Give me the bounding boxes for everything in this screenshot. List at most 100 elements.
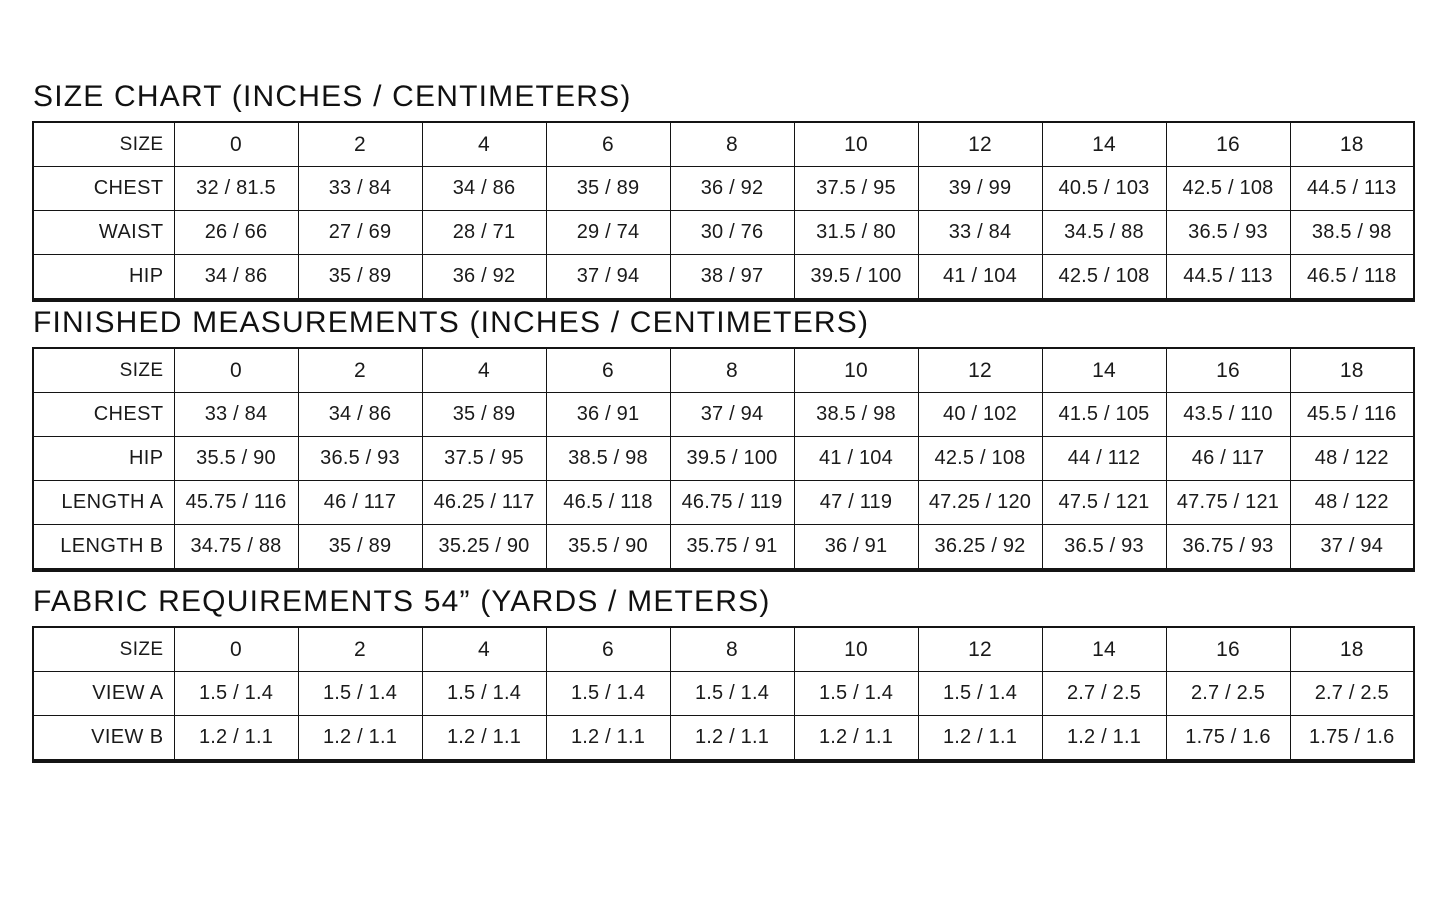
- table-row: LENGTH B 34.75 / 88 35 / 89 35.25 / 90 35.5 …: [32, 524, 1415, 571]
- cell-hip-size-18: 48 / 122: [1289, 436, 1415, 481]
- cell-waist-size-18: 38.5 / 98: [1289, 210, 1415, 255]
- cell-chest-size-6: 36 / 91: [545, 392, 671, 437]
- cell-length-a-size-18: 48 / 122: [1289, 480, 1415, 525]
- cell-hip-size-14: 44 / 112: [1041, 436, 1167, 481]
- section-title-size-chart: SIZE CHART (INCHES / CENTIMETERS): [33, 80, 632, 113]
- cell-chest-size-16: 42.5 / 108: [1165, 166, 1291, 211]
- cell-hip-size-18: 46.5 / 118: [1289, 254, 1415, 301]
- cell-waist-size-14: 34.5 / 88: [1041, 210, 1167, 255]
- column-header-size-8: 8: [669, 626, 795, 672]
- cell-hip-size-2: 35 / 89: [297, 254, 423, 301]
- cell-waist-size-8: 30 / 76: [669, 210, 795, 255]
- column-header-size-2: 2: [297, 347, 423, 393]
- column-header-size-6: 6: [545, 121, 671, 167]
- row-label-length-b: LENGTH B: [32, 524, 175, 571]
- cell-view-b-size-0: 1.2 / 1.1: [173, 715, 299, 762]
- cell-hip-size-10: 41 / 104: [793, 436, 919, 481]
- cell-chest-size-4: 34 / 86: [421, 166, 547, 211]
- column-header-size-8: 8: [669, 121, 795, 167]
- cell-chest-size-10: 38.5 / 98: [793, 392, 919, 437]
- column-header-size-2: 2: [297, 626, 423, 672]
- column-header-size-16: 16: [1165, 347, 1291, 393]
- cell-length-a-size-14: 47.5 / 121: [1041, 480, 1167, 525]
- table-header-row: SIZE 0 2 4 6 8 10 12 14 16 18: [32, 347, 1415, 393]
- cell-hip-size-4: 36 / 92: [421, 254, 547, 301]
- cell-waist-size-2: 27 / 69: [297, 210, 423, 255]
- row-label-chest: CHEST: [32, 166, 175, 211]
- cell-view-b-size-12: 1.2 / 1.1: [917, 715, 1043, 762]
- row-label-hip: HIP: [32, 254, 175, 301]
- cell-view-b-size-14: 1.2 / 1.1: [1041, 715, 1167, 762]
- cell-length-b-size-4: 35.25 / 90: [421, 524, 547, 571]
- column-header-size-4: 4: [421, 121, 547, 167]
- column-header-size-4: 4: [421, 347, 547, 393]
- row-label-hip: HIP: [32, 436, 175, 481]
- cell-length-a-size-2: 46 / 117: [297, 480, 423, 525]
- cell-hip-size-12: 42.5 / 108: [917, 436, 1043, 481]
- cell-view-a-size-12: 1.5 / 1.4: [917, 671, 1043, 716]
- column-header-size-0: 0: [173, 626, 299, 672]
- cell-waist-size-4: 28 / 71: [421, 210, 547, 255]
- table-size-chart: SIZE 0 2 4 6 8 10 12 14 16 18 CHEST 32 / 81.5 33 / 84…: [32, 121, 1415, 302]
- table-header-row: SIZE 0 2 4 6 8 10 12 14 16 18: [32, 121, 1415, 167]
- column-header-size-8: 8: [669, 347, 795, 393]
- cell-hip-size-14: 42.5 / 108: [1041, 254, 1167, 301]
- row-label-view-a: VIEW A: [32, 671, 175, 716]
- cell-chest-size-0: 33 / 84: [173, 392, 299, 437]
- cell-waist-size-10: 31.5 / 80: [793, 210, 919, 255]
- row-label-length-a: LENGTH A: [32, 480, 175, 525]
- cell-chest-size-2: 34 / 86: [297, 392, 423, 437]
- cell-view-a-size-14: 2.7 / 2.5: [1041, 671, 1167, 716]
- column-header-size-12: 12: [917, 347, 1043, 393]
- row-label-view-b: VIEW B: [32, 715, 175, 762]
- cell-length-a-size-4: 46.25 / 117: [421, 480, 547, 525]
- cell-chest-size-10: 37.5 / 95: [793, 166, 919, 211]
- cell-hip-size-4: 37.5 / 95: [421, 436, 547, 481]
- cell-chest-size-0: 32 / 81.5: [173, 166, 299, 211]
- table-body-size-chart: SIZE 0 2 4 6 8 10 12 14 16 18 CHEST 32 / 81.5 33 / 84…: [32, 121, 1415, 301]
- cell-chest-size-8: 37 / 94: [669, 392, 795, 437]
- table-row: VIEW A 1.5 / 1.4 1.5 / 1.4 1.5 / 1.4 1.5 / 1…: [32, 671, 1415, 716]
- column-header-size-14: 14: [1041, 347, 1167, 393]
- table-row: VIEW B 1.2 / 1.1 1.2 / 1.1 1.2 / 1.1 1.2 / 1…: [32, 715, 1415, 762]
- cell-view-b-size-10: 1.2 / 1.1: [793, 715, 919, 762]
- table-row: CHEST 33 / 84 34 / 86 35 / 89 36 / 91 37 / 94…: [32, 392, 1415, 437]
- column-header-size-18: 18: [1289, 626, 1415, 672]
- cell-waist-size-12: 33 / 84: [917, 210, 1043, 255]
- cell-chest-size-4: 35 / 89: [421, 392, 547, 437]
- table-row: WAIST 26 / 66 27 / 69 28 / 71 29 / 74 30 / 76…: [32, 210, 1415, 255]
- table-fabric-requirements: SIZE 0 2 4 6 8 10 12 14 16 18 VIEW A 1.5 / 1.4 1.5 / …: [32, 626, 1415, 763]
- cell-view-b-size-8: 1.2 / 1.1: [669, 715, 795, 762]
- cell-chest-size-16: 43.5 / 110: [1165, 392, 1291, 437]
- table-row: HIP 34 / 86 35 / 89 36 / 92 37 / 94 38 / 97 39…: [32, 254, 1415, 301]
- column-header-size-10: 10: [793, 626, 919, 672]
- cell-length-b-size-0: 34.75 / 88: [173, 524, 299, 571]
- cell-length-a-size-6: 46.5 / 118: [545, 480, 671, 525]
- cell-chest-size-14: 41.5 / 105: [1041, 392, 1167, 437]
- cell-view-b-size-2: 1.2 / 1.1: [297, 715, 423, 762]
- column-header-size-12: 12: [917, 121, 1043, 167]
- row-label-waist: WAIST: [32, 210, 175, 255]
- column-header-size-14: 14: [1041, 626, 1167, 672]
- cell-hip-size-8: 38 / 97: [669, 254, 795, 301]
- column-header-size-label: SIZE: [32, 121, 175, 167]
- column-header-size-10: 10: [793, 347, 919, 393]
- cell-length-b-size-6: 35.5 / 90: [545, 524, 671, 571]
- cell-waist-size-0: 26 / 66: [173, 210, 299, 255]
- cell-chest-size-14: 40.5 / 103: [1041, 166, 1167, 211]
- cell-view-a-size-10: 1.5 / 1.4: [793, 671, 919, 716]
- cell-chest-size-8: 36 / 92: [669, 166, 795, 211]
- column-header-size-18: 18: [1289, 347, 1415, 393]
- cell-length-a-size-10: 47 / 119: [793, 480, 919, 525]
- cell-hip-size-6: 38.5 / 98: [545, 436, 671, 481]
- column-header-size-label: SIZE: [32, 347, 175, 393]
- section-title-finished-measurements: FINISHED MEASUREMENTS (INCHES / CENTIMET…: [33, 306, 870, 339]
- cell-length-a-size-8: 46.75 / 119: [669, 480, 795, 525]
- cell-length-b-size-12: 36.25 / 92: [917, 524, 1043, 571]
- cell-waist-size-16: 36.5 / 93: [1165, 210, 1291, 255]
- cell-chest-size-18: 44.5 / 113: [1289, 166, 1415, 211]
- column-header-size-0: 0: [173, 347, 299, 393]
- table-body-fabric-requirements: SIZE 0 2 4 6 8 10 12 14 16 18 VIEW A 1.5 / 1.4 1.5 / …: [32, 626, 1415, 762]
- cell-length-b-size-18: 37 / 94: [1289, 524, 1415, 571]
